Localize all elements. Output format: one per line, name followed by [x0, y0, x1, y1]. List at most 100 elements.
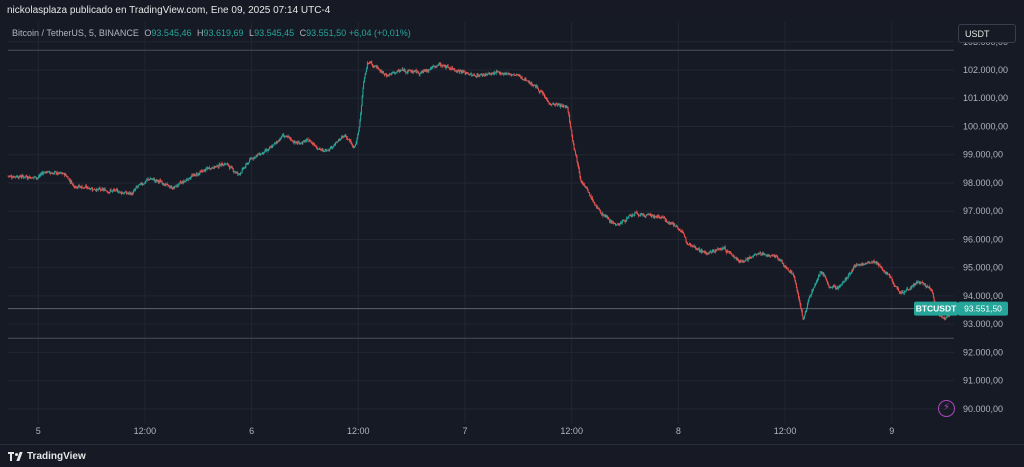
- candle-body: [424, 70, 426, 72]
- candle-body: [131, 193, 133, 195]
- candle-body: [271, 146, 273, 148]
- candle-body: [274, 142, 276, 144]
- candle-body: [770, 255, 772, 257]
- candle-body: [782, 263, 784, 265]
- candle-body: [517, 74, 519, 76]
- candle-body: [386, 74, 388, 77]
- candle-body: [857, 264, 859, 266]
- time-tick-label: 5: [36, 426, 41, 436]
- candle-body: [194, 174, 196, 177]
- candle-body: [866, 262, 868, 264]
- candle-body: [824, 275, 826, 278]
- candle-body: [355, 142, 357, 144]
- legend-symbol: Bitcoin / TetherUS, 5, BINANCE: [12, 28, 139, 38]
- time-axis[interactable]: 5 12:00 6 12:00 7 12:00 8 12:00 9: [36, 426, 895, 436]
- candle-body: [257, 153, 259, 155]
- candle-body: [188, 177, 190, 181]
- currency-button[interactable]: USDT: [958, 24, 1016, 43]
- candle-body: [404, 69, 406, 72]
- candlestick-chart[interactable]: 103.000,00102.000,00101.000,00100.000,00…: [0, 22, 1024, 444]
- candle-body: [386, 75, 388, 77]
- candle-body: [159, 180, 161, 182]
- candle-body: [663, 216, 665, 218]
- candle-body: [810, 294, 812, 296]
- candle-body: [224, 163, 226, 165]
- candle-body: [302, 141, 304, 144]
- candle-body: [194, 174, 196, 177]
- candle-body: [312, 142, 314, 144]
- candle-body: [686, 242, 688, 244]
- candle-body: [628, 215, 630, 218]
- candle-body: [31, 177, 33, 179]
- candle-body: [68, 178, 70, 180]
- candle-body: [892, 282, 894, 285]
- candle-body: [722, 247, 724, 250]
- candle-body: [375, 65, 377, 68]
- candle-body: [242, 167, 244, 170]
- candle-body: [347, 138, 349, 140]
- candle-body: [924, 283, 926, 285]
- candle-body: [512, 74, 514, 76]
- candle-body: [872, 260, 874, 263]
- candle-body: [214, 166, 216, 168]
- grid: [8, 22, 954, 423]
- candle-body: [507, 73, 509, 75]
- candle-body: [877, 263, 879, 264]
- candle-body: [431, 67, 433, 69]
- footer: TradingView: [0, 444, 1024, 467]
- candle-body: [522, 79, 524, 81]
- candle-body: [900, 292, 902, 294]
- candle-body: [560, 105, 562, 106]
- candle-body: [750, 257, 752, 259]
- candle-body: [855, 264, 857, 267]
- candle-body: [334, 145, 336, 146]
- candle-body: [357, 131, 359, 135]
- candle-body: [807, 300, 809, 304]
- candle-body: [805, 310, 807, 313]
- candle-body: [469, 73, 471, 76]
- candle-body: [84, 187, 86, 189]
- candle-body: [584, 186, 586, 187]
- candle-body: [211, 167, 213, 169]
- candle-body: [476, 74, 478, 77]
- tradingview-logo[interactable]: TradingView: [8, 451, 86, 462]
- candle-body: [578, 168, 580, 173]
- candle-body: [622, 219, 624, 222]
- candle-body: [485, 74, 487, 76]
- candle-body: [655, 216, 657, 217]
- candle-body: [477, 75, 479, 77]
- candle-body: [71, 183, 73, 185]
- candle-body: [879, 265, 881, 267]
- candle-body: [767, 254, 769, 257]
- candle-body: [632, 214, 634, 216]
- candle-body: [809, 295, 811, 297]
- candle-body: [836, 287, 838, 290]
- candle-body: [447, 65, 449, 68]
- candle-body: [666, 221, 668, 223]
- candle-body: [51, 173, 53, 175]
- candle-body: [192, 174, 194, 176]
- candle-body: [390, 73, 392, 75]
- candle-body: [666, 220, 668, 222]
- chart-area[interactable]: 103.000,00102.000,00101.000,00100.000,00…: [0, 22, 1024, 444]
- candle-body: [566, 107, 568, 109]
- candle-body: [680, 230, 682, 233]
- candle-body: [108, 192, 110, 194]
- candle-body: [88, 187, 90, 189]
- candle-body: [796, 287, 798, 291]
- candle-body: [48, 171, 50, 173]
- candle-body: [330, 146, 332, 149]
- candle-body: [555, 103, 557, 105]
- candle-body: [111, 190, 113, 192]
- candle-body: [930, 289, 932, 290]
- candle-body: [841, 284, 843, 286]
- candle-body: [808, 297, 810, 301]
- candle-body: [376, 66, 378, 68]
- candle-body: [253, 157, 255, 159]
- candle-body: [838, 286, 840, 288]
- lightning-icon[interactable]: ⚡: [938, 400, 955, 417]
- candle-body: [168, 185, 170, 187]
- candle-body: [52, 173, 54, 175]
- candle-body: [933, 297, 935, 302]
- candle-body: [797, 290, 799, 294]
